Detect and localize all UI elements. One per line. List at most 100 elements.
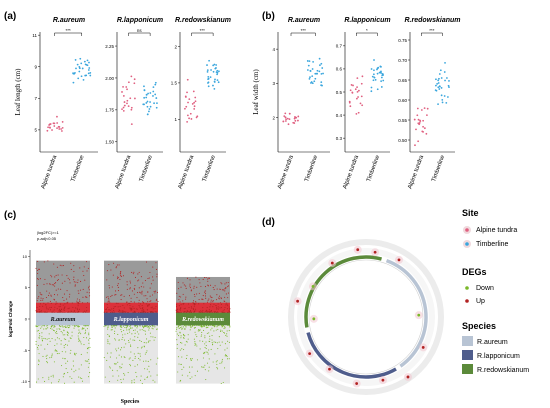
up-point (77, 282, 79, 284)
up-point (113, 311, 116, 313)
up-point (179, 309, 181, 311)
legend-species-title: Species (462, 321, 496, 331)
down-point (134, 332, 136, 334)
down-point (56, 353, 58, 355)
up-point (122, 275, 125, 277)
data-point (360, 95, 363, 98)
down-point (79, 331, 81, 333)
data-point (83, 60, 86, 63)
down-point (51, 328, 53, 330)
data-point (438, 85, 441, 88)
up-point (149, 271, 151, 274)
up-point (201, 311, 203, 313)
down-point (51, 325, 53, 327)
up-point (123, 295, 125, 297)
data-point (380, 86, 383, 88)
data-point (448, 80, 450, 82)
up-point (128, 302, 130, 304)
down-point (177, 371, 179, 373)
down-point (211, 327, 213, 329)
up-point (198, 303, 200, 305)
down-point (208, 349, 210, 351)
down-point (66, 344, 69, 346)
up-point (138, 271, 140, 273)
up-point (190, 311, 192, 313)
legend-site-title: Site (462, 208, 479, 218)
up-point (208, 298, 210, 300)
down-point (121, 367, 123, 369)
down-point (58, 328, 60, 330)
up-point (107, 296, 109, 298)
data-point (193, 105, 196, 108)
up-point (224, 296, 226, 298)
up-point (64, 303, 66, 305)
down-point (224, 327, 226, 329)
up-point (210, 304, 212, 306)
up-point (138, 302, 140, 304)
down-point (145, 352, 147, 354)
up-point (208, 277, 210, 279)
down-point (145, 325, 147, 327)
down-point (119, 325, 121, 327)
down-point (37, 364, 40, 366)
up-point (88, 292, 90, 294)
up-point (148, 304, 150, 306)
down-point (141, 346, 143, 348)
down-point (133, 379, 135, 381)
data-point (294, 119, 297, 122)
down-point (146, 350, 148, 352)
down-point (204, 369, 206, 371)
down-point (44, 348, 46, 350)
up-point (145, 295, 147, 297)
up-point (147, 301, 149, 303)
up-point (61, 274, 63, 276)
up-point (38, 268, 40, 270)
down-point (187, 334, 189, 336)
up-point (220, 307, 223, 309)
down-point (60, 340, 62, 342)
up-point (113, 306, 115, 308)
down-point (63, 329, 65, 331)
down-point (103, 325, 105, 328)
data-point (357, 111, 360, 114)
down-point (117, 361, 119, 363)
up-point (88, 295, 91, 297)
down-point (145, 342, 147, 344)
up-point (215, 311, 217, 313)
down-point (46, 362, 48, 364)
down-point (148, 365, 150, 367)
data-point (415, 128, 417, 131)
up-point (37, 278, 39, 280)
up-dense-zone (36, 302, 90, 313)
down-point (182, 326, 184, 328)
up-point (143, 310, 145, 312)
down-point (86, 328, 88, 330)
down-point (58, 381, 60, 383)
data-point (145, 96, 148, 99)
up-point (189, 287, 192, 289)
up-point (185, 287, 187, 289)
down-point (417, 313, 421, 317)
data-point (82, 78, 85, 81)
down-point (179, 349, 181, 351)
down-point (49, 340, 51, 342)
y-tick-label: 11 (32, 33, 37, 38)
up-point (193, 304, 195, 306)
down-point (42, 377, 44, 379)
down-point (47, 327, 49, 329)
down-point (227, 340, 229, 342)
up-point (220, 298, 222, 300)
data-point (420, 109, 423, 111)
data-point (372, 79, 375, 82)
up-point (224, 300, 226, 303)
up-point (105, 309, 107, 311)
down-point (81, 380, 84, 382)
down-point (64, 326, 66, 329)
up-point (47, 260, 49, 262)
data-point (374, 78, 377, 81)
up-point (73, 310, 75, 312)
down-point (71, 368, 73, 370)
down-point (228, 358, 230, 360)
up-point (40, 299, 42, 301)
up-point (134, 311, 136, 313)
